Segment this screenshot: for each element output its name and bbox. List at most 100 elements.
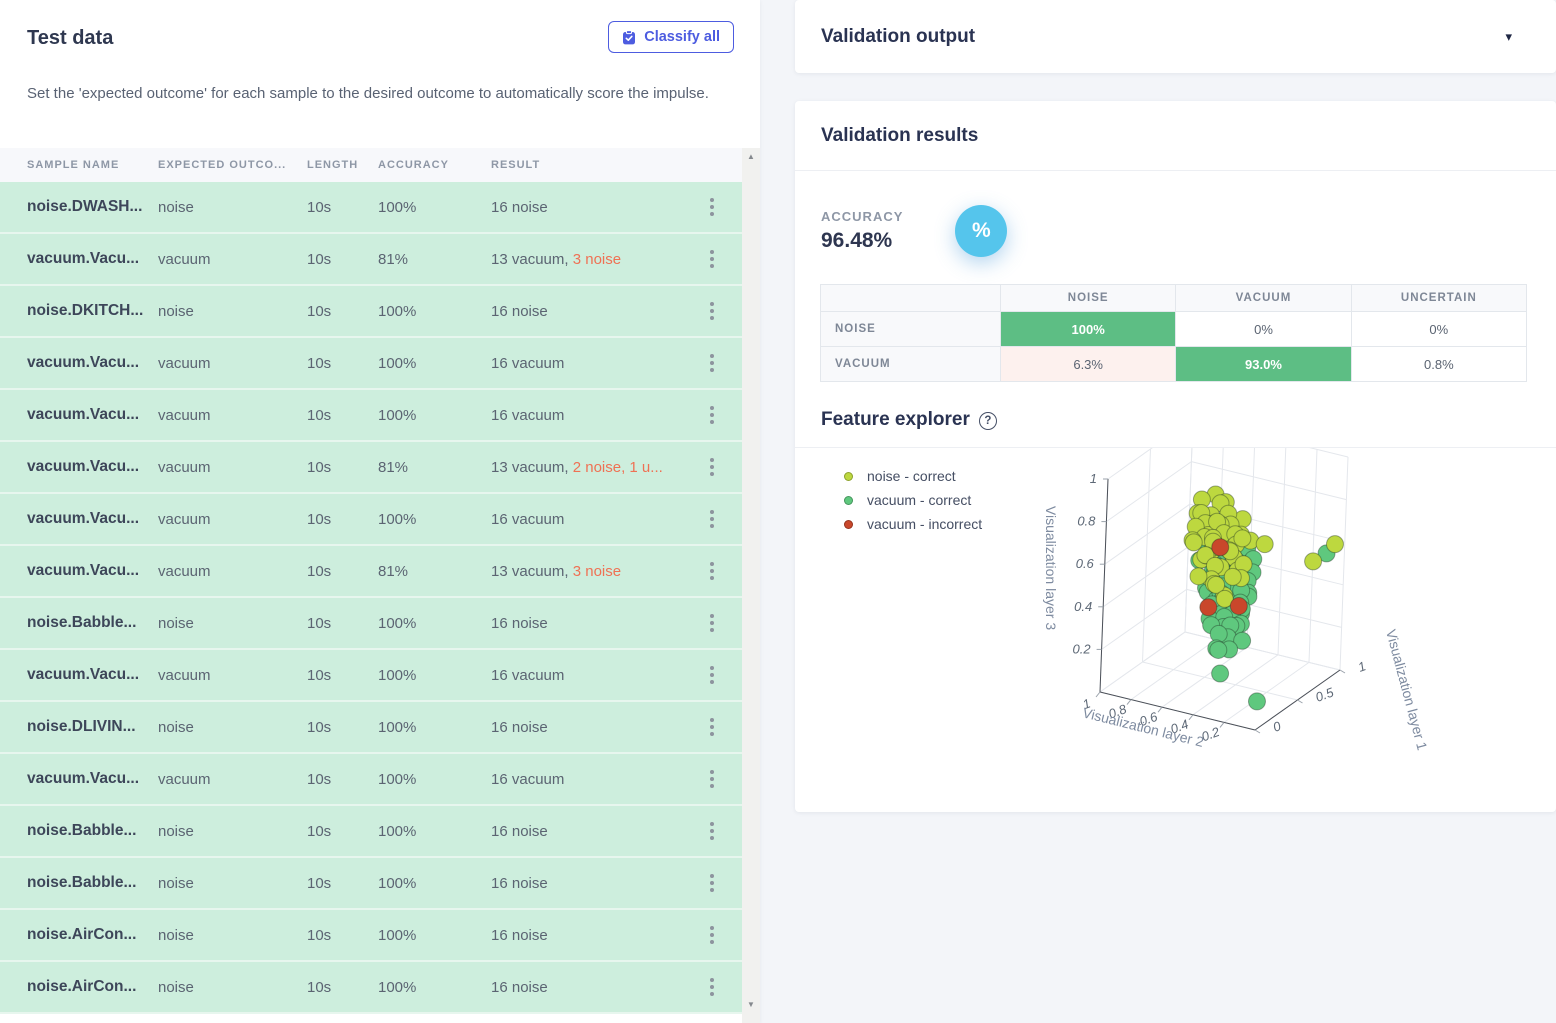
- column-header[interactable]: ACCURACY: [378, 159, 449, 171]
- table-cell: 81%: [378, 250, 409, 268]
- table-cell: 100%: [378, 666, 417, 684]
- table-row[interactable]: noise.DWASH... noise 10s 100% 16 noise: [0, 182, 742, 234]
- table-row[interactable]: vacuum.Vacu... vacuum 10s 100% 16 vacuum: [0, 650, 742, 702]
- table-cell: 100%: [378, 926, 417, 944]
- legend-item[interactable]: vacuum - incorrect: [844, 516, 982, 532]
- matrix-row: NOISE 100% 0% 0%: [820, 311, 1528, 347]
- scatter-point[interactable]: [1207, 575, 1226, 594]
- row-menu-kebab-icon[interactable]: [706, 766, 718, 792]
- feature-explorer-title: Feature explorer: [821, 409, 970, 430]
- result-cell: 16 vacuum: [491, 354, 565, 372]
- row-menu-kebab-icon[interactable]: [706, 558, 718, 584]
- page-title: Test data: [27, 27, 114, 49]
- feature-explorer-3d-scatter[interactable]: 1 0.8 0.6 0.4 0.2 1 0.8 0.6 0.4 0.2 1 0.5 0 Visualiza…: [1020, 448, 1556, 798]
- table-row[interactable]: noise.AirCon... noise 10s 100% 16 noise: [0, 910, 742, 962]
- scatter-point[interactable]: [1233, 631, 1252, 650]
- sample-name: noise.Babble...: [27, 874, 137, 891]
- column-header[interactable]: LENGTH: [307, 159, 359, 171]
- sample-name: noise.DKITCH...: [27, 302, 144, 319]
- scatter-point[interactable]: [1229, 597, 1248, 616]
- column-header[interactable]: EXPECTED OUTCO...: [158, 159, 287, 171]
- scatter-point[interactable]: [1233, 529, 1252, 548]
- table-row[interactable]: noise.AirCon... noise 10s 100% 16 noise: [0, 962, 742, 1014]
- accuracy-value: 96.48%: [821, 229, 893, 252]
- sample-name: vacuum.Vacu...: [27, 562, 139, 579]
- row-menu-kebab-icon[interactable]: [706, 662, 718, 688]
- percent-badge-icon: %: [955, 205, 1008, 257]
- legend-label: vacuum - correct: [867, 492, 972, 508]
- row-menu-kebab-icon[interactable]: [706, 714, 718, 740]
- row-menu-kebab-icon[interactable]: [706, 506, 718, 532]
- table-row[interactable]: vacuum.Vacu... vacuum 10s 81% 13 vacuum, 3 n…: [0, 546, 742, 598]
- table-row[interactable]: noise.Babble... noise 10s 100% 16 noise: [0, 806, 742, 858]
- validation-results-title: Validation results: [821, 124, 979, 146]
- svg-text:0.4: 0.4: [1074, 599, 1092, 614]
- table-cell: noise: [158, 614, 194, 632]
- legend-dot-icon: [844, 495, 853, 505]
- table-cell: 100%: [378, 822, 417, 840]
- column-header[interactable]: SAMPLE NAME: [27, 159, 120, 171]
- row-menu-kebab-icon[interactable]: [706, 350, 718, 376]
- table-row[interactable]: noise.Babble... noise 10s 100% 16 noise: [0, 598, 742, 650]
- table-row[interactable]: noise.DLIVIN... noise 10s 100% 16 noise: [0, 702, 742, 754]
- row-menu-kebab-icon[interactable]: [706, 610, 718, 636]
- legend-item[interactable]: vacuum - correct: [844, 492, 982, 508]
- scatter-point[interactable]: [1211, 664, 1230, 683]
- scatter-point[interactable]: [1199, 598, 1218, 617]
- table-row[interactable]: vacuum.Vacu... vacuum 10s 100% 16 vacuum: [0, 338, 742, 390]
- result-cell: 16 noise: [491, 718, 548, 736]
- table-row[interactable]: vacuum.Vacu... vacuum 10s 100% 16 vacuum: [0, 494, 742, 546]
- sample-name: noise.AirCon...: [27, 978, 137, 995]
- table-cell: 100%: [378, 406, 417, 424]
- table-cell: 10s: [307, 250, 332, 268]
- svg-text:0.2: 0.2: [1199, 724, 1222, 745]
- svg-text:Visualization layer 3: Visualization layer 3: [1043, 506, 1059, 630]
- chevron-down-icon[interactable]: ▾: [1505, 28, 1512, 44]
- matrix-cell: 100%: [999, 311, 1177, 347]
- help-icon[interactable]: ?: [978, 412, 997, 430]
- column-header[interactable]: RESULT: [491, 159, 541, 171]
- scroll-down-icon[interactable]: ▼: [747, 1000, 755, 1009]
- row-menu-kebab-icon[interactable]: [706, 298, 718, 324]
- table-cell: 100%: [378, 978, 417, 996]
- scatter-point[interactable]: [1304, 552, 1323, 571]
- row-menu-kebab-icon[interactable]: [706, 922, 718, 948]
- scroll-up-icon[interactable]: ▲: [747, 152, 755, 161]
- scatter-point[interactable]: [1223, 567, 1242, 586]
- row-menu-kebab-icon[interactable]: [706, 818, 718, 844]
- table-row[interactable]: vacuum.Vacu... vacuum 10s 100% 16 vacuum: [0, 754, 742, 806]
- sample-name: noise.Babble...: [27, 614, 137, 631]
- sample-name: vacuum.Vacu...: [27, 406, 139, 423]
- svg-text:0: 0: [1271, 718, 1284, 735]
- table-row[interactable]: vacuum.Vacu... vacuum 10s 100% 16 vacuum: [0, 390, 742, 442]
- matrix-cell: 0%: [1175, 311, 1352, 347]
- matrix-row-label: VACUUM: [820, 346, 1001, 382]
- row-menu-kebab-icon[interactable]: [706, 246, 718, 272]
- scatter-point[interactable]: [1215, 589, 1234, 608]
- scatter-point[interactable]: [1247, 692, 1266, 711]
- scatter-point[interactable]: [1325, 535, 1344, 554]
- row-menu-kebab-icon[interactable]: [706, 870, 718, 896]
- table-row[interactable]: noise.Babble... noise 10s 100% 16 noise: [0, 858, 742, 910]
- table-row[interactable]: noise.DKITCH... noise 10s 100% 16 noise: [0, 286, 742, 338]
- legend-item[interactable]: noise - correct: [844, 468, 982, 484]
- row-menu-kebab-icon[interactable]: [706, 454, 718, 480]
- row-menu-kebab-icon[interactable]: [706, 974, 718, 1000]
- row-menu-kebab-icon[interactable]: [706, 194, 718, 220]
- table-cell: 10s: [307, 822, 332, 840]
- classify-all-button[interactable]: Classify all: [608, 21, 734, 53]
- table-cell: 10s: [307, 302, 332, 320]
- scatter-point[interactable]: [1255, 535, 1274, 554]
- row-menu-kebab-icon[interactable]: [706, 402, 718, 428]
- table-cell: 100%: [378, 614, 417, 632]
- table-scrollbar[interactable]: ▲ ▼: [742, 148, 760, 1023]
- scatter-point[interactable]: [1184, 533, 1203, 552]
- result-cell: 13 vacuum, 3 noise: [491, 250, 622, 268]
- scatter-point[interactable]: [1211, 538, 1230, 557]
- legend-dot-icon: [844, 519, 853, 529]
- scatter-point[interactable]: [1189, 567, 1208, 586]
- scatter-point[interactable]: [1209, 640, 1228, 659]
- result-cell: 16 noise: [491, 198, 548, 216]
- table-row[interactable]: vacuum.Vacu... vacuum 10s 81% 13 vacuum, 2 n…: [0, 442, 742, 494]
- table-row[interactable]: vacuum.Vacu... vacuum 10s 81% 13 vacuum, 3 n…: [0, 234, 742, 286]
